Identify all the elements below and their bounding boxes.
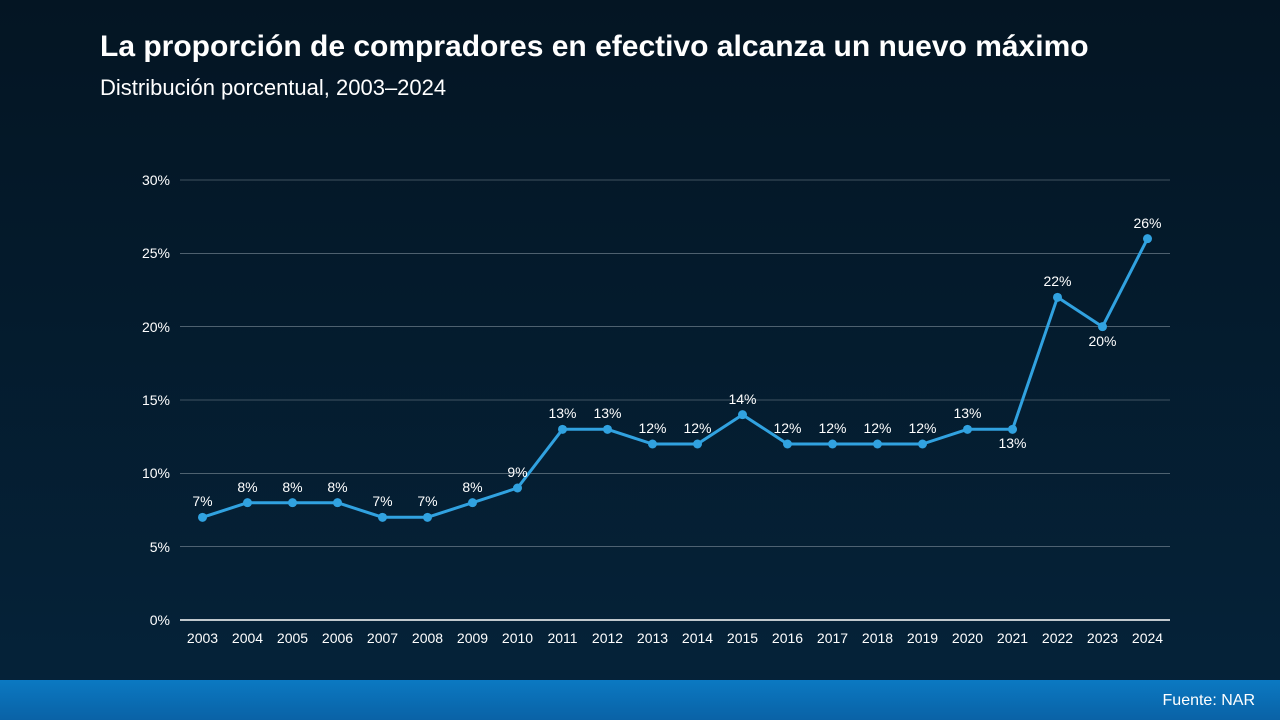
data-label: 13% [953,405,981,421]
data-label: 14% [728,391,756,407]
data-marker [513,484,522,493]
data-label: 12% [863,420,891,436]
x-tick-label: 2021 [997,630,1028,646]
y-tick-label: 0% [120,612,170,628]
x-tick-label: 2009 [457,630,488,646]
y-tick-label: 20% [120,319,170,335]
x-tick-label: 2007 [367,630,398,646]
x-tick-label: 2019 [907,630,938,646]
x-tick-label: 2020 [952,630,983,646]
x-tick-label: 2013 [637,630,668,646]
x-tick-label: 2022 [1042,630,1073,646]
data-marker [1098,322,1107,331]
data-label: 7% [372,493,392,509]
y-tick-label: 15% [120,392,170,408]
footer-bar: Fuente: NAR [0,680,1280,720]
data-marker [828,440,837,449]
data-marker [783,440,792,449]
data-marker [693,440,702,449]
y-tick-label: 10% [120,465,170,481]
data-label: 7% [192,493,212,509]
data-label: 13% [998,435,1026,451]
data-marker [603,425,612,434]
data-marker [873,440,882,449]
data-marker [288,498,297,507]
x-tick-label: 2005 [277,630,308,646]
data-marker [648,440,657,449]
data-label: 12% [908,420,936,436]
x-tick-label: 2016 [772,630,803,646]
data-label: 8% [462,479,482,495]
data-label: 9% [507,464,527,480]
line-chart-svg [0,0,1280,720]
y-tick-label: 5% [120,539,170,555]
x-tick-label: 2011 [547,630,577,646]
data-label: 22% [1043,273,1071,289]
y-tick-label: 30% [120,172,170,188]
data-marker [1053,293,1062,302]
x-tick-label: 2003 [187,630,218,646]
data-label: 26% [1133,215,1161,231]
data-marker [558,425,567,434]
x-tick-label: 2004 [232,630,263,646]
data-label: 12% [638,420,666,436]
x-tick-label: 2012 [592,630,623,646]
y-tick-label: 25% [120,245,170,261]
source-label: Fuente: NAR [1163,692,1255,710]
data-label: 20% [1088,333,1116,349]
data-label: 13% [593,405,621,421]
x-tick-label: 2018 [862,630,893,646]
data-marker [1008,425,1017,434]
data-marker [918,440,927,449]
data-marker [963,425,972,434]
x-tick-label: 2008 [412,630,443,646]
x-tick-label: 2006 [322,630,353,646]
x-tick-label: 2017 [817,630,848,646]
data-label: 12% [683,420,711,436]
data-label: 7% [417,493,437,509]
data-label: 13% [548,405,576,421]
data-marker [378,513,387,522]
data-marker [423,513,432,522]
data-marker [198,513,207,522]
data-label: 8% [282,479,302,495]
data-label: 8% [237,479,257,495]
data-label: 12% [818,420,846,436]
data-marker [333,498,342,507]
x-tick-label: 2014 [682,630,713,646]
data-marker [1143,234,1152,243]
x-tick-label: 2015 [727,630,758,646]
data-label: 8% [327,479,347,495]
x-tick-label: 2023 [1087,630,1118,646]
data-marker [243,498,252,507]
data-marker [468,498,477,507]
series-line [203,239,1148,518]
x-tick-label: 2010 [502,630,533,646]
x-tick-label: 2024 [1132,630,1163,646]
chart-slide: La proporción de compradores en efectivo… [0,0,1280,720]
data-marker [738,410,747,419]
data-label: 12% [773,420,801,436]
